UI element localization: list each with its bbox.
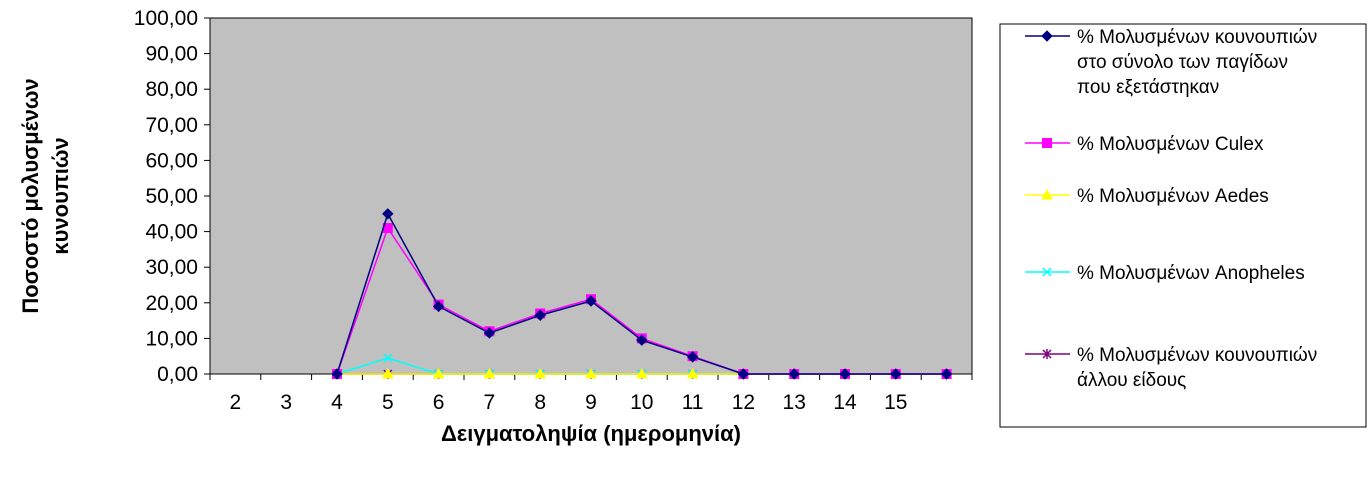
data-point xyxy=(890,368,902,380)
x-tick-label: 13 xyxy=(783,391,806,414)
legend-label: % Μολυσμένων κουνουπιών xyxy=(1077,27,1317,48)
data-point xyxy=(483,367,496,379)
y-tick-label: 20,00 xyxy=(145,292,198,315)
data-point xyxy=(534,367,547,379)
x-tick-label: 4 xyxy=(331,391,343,414)
y-axis-title-line: κυνουπιών xyxy=(48,137,73,254)
legend-swatch-marker xyxy=(1041,188,1053,200)
y-tick-label: 60,00 xyxy=(145,149,198,172)
y-tick-label: 80,00 xyxy=(145,78,198,101)
x-tick-label: 3 xyxy=(280,391,292,414)
data-point xyxy=(636,334,648,346)
x-tick-label: 7 xyxy=(484,391,496,414)
data-point xyxy=(940,368,953,380)
legend-swatch-marker xyxy=(1042,138,1052,148)
legend-label: που εξετάστηκαν xyxy=(1077,77,1219,98)
x-tick-label: 14 xyxy=(833,391,857,414)
legend-entry: % Μολυσμένων κουνουπιών άλλου είδους xyxy=(1025,345,1317,391)
y-tick-label: 40,00 xyxy=(145,221,198,244)
legend-label: % Μολυσμένων Aedes xyxy=(1077,186,1269,207)
x-axis: 2 3 4 5 6 7 8 9 10 11 12 13 14 15 xyxy=(209,374,973,414)
x-tick-label: 2 xyxy=(230,391,242,414)
legend: % Μολυσμένων κουνουπιών στο σύνολο των πα… xyxy=(1025,27,1317,391)
data-point xyxy=(483,327,496,339)
y-axis: 0,00 10,00 20,00 30,00 40,00 50,00 60,00 70,00 8… xyxy=(134,7,211,386)
legend-label: % Μολυσμένων Anopheles xyxy=(1077,263,1305,284)
y-tick-label: 10,00 xyxy=(145,327,198,350)
data-point xyxy=(585,367,597,379)
legend-label: στο σύνολο των παγίδων xyxy=(1077,52,1288,73)
y-tick-label: 50,00 xyxy=(145,185,198,208)
x-tick-label: 10 xyxy=(630,391,653,414)
data-point xyxy=(839,368,851,380)
legend-label: % Μολυσμένων κουνουπιών xyxy=(1077,345,1317,366)
legend-swatch-marker xyxy=(1042,267,1052,277)
legend-entry: % Μολυσμένων Culex xyxy=(1025,134,1264,155)
legend-label: άλλου είδους xyxy=(1077,370,1186,391)
data-point xyxy=(686,367,699,379)
legend-swatch-marker xyxy=(1042,349,1052,359)
legend-box xyxy=(999,23,1367,428)
y-tick-label: 0,00 xyxy=(157,363,198,386)
y-tick-label: 30,00 xyxy=(145,256,198,279)
data-point xyxy=(635,367,648,379)
legend-entry: % Μολυσμένων Aedes xyxy=(1025,186,1269,207)
y-axis-title-line: Ποσοστό μολυσμένων xyxy=(18,78,43,313)
y-tick-label: 90,00 xyxy=(145,43,198,66)
x-tick-label: 12 xyxy=(732,391,755,414)
data-point xyxy=(432,300,445,313)
data-point xyxy=(788,368,800,380)
x-tick-label: 15 xyxy=(884,391,907,414)
data-point xyxy=(432,367,445,379)
x-tick-label: 11 xyxy=(682,391,704,414)
x-axis-title: Δειγματοληψία (ημερομηνία) xyxy=(441,421,741,446)
legend-entry: % Μολυσμένων Anopheles xyxy=(1025,263,1305,284)
plot-area xyxy=(209,17,973,375)
x-tick-label: 9 xyxy=(585,391,597,414)
legend-label: % Μολυσμένων Culex xyxy=(1077,134,1264,155)
x-tick-label: 6 xyxy=(433,391,445,414)
series-layer xyxy=(331,208,953,380)
data-point xyxy=(383,353,393,363)
data-point xyxy=(331,368,343,380)
data-point xyxy=(686,351,699,363)
legend-entry: % Μολυσμένων κουνουπιών στο σύνολο των πα… xyxy=(1025,27,1317,98)
data-point xyxy=(585,295,597,307)
data-point xyxy=(534,309,546,321)
series-0 xyxy=(331,208,953,380)
data-point xyxy=(381,367,394,379)
x-tick-label: 8 xyxy=(534,391,546,414)
data-point xyxy=(382,208,394,220)
y-tick-label: 70,00 xyxy=(145,114,198,137)
data-point xyxy=(737,368,750,380)
y-axis-title: Ποσοστό μολυσμένων κυνουπιών xyxy=(18,78,73,313)
y-tick-label: 100,00 xyxy=(134,7,198,30)
legend-swatch-marker xyxy=(1041,30,1053,42)
x-tick-label: 5 xyxy=(382,391,394,414)
